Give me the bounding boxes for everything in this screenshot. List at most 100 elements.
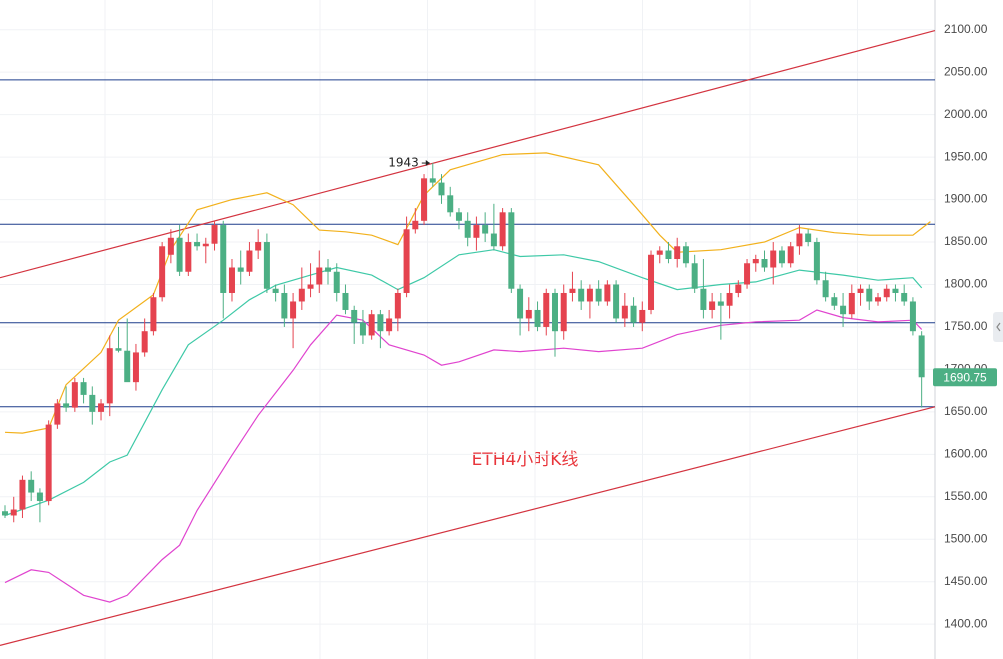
side-tab xyxy=(993,312,1003,342)
candle-body xyxy=(691,263,698,289)
candle-body xyxy=(464,220,471,238)
candle-body xyxy=(255,242,262,251)
y-tick-label: 1550.00 xyxy=(944,489,988,503)
candle-body xyxy=(281,292,288,319)
candle-body xyxy=(595,288,602,302)
candle-body xyxy=(822,280,829,298)
candle-body xyxy=(892,288,899,293)
indicator-line xyxy=(4,152,931,434)
candle-body xyxy=(578,288,585,302)
candle-body xyxy=(115,348,122,351)
candle-body xyxy=(325,267,332,272)
high-arrowhead xyxy=(425,160,430,167)
candle-body xyxy=(717,301,724,306)
candle-body xyxy=(543,292,550,327)
candle-body xyxy=(770,250,777,268)
candle-body xyxy=(726,292,733,306)
candle-body xyxy=(80,382,87,395)
candle-body xyxy=(613,284,620,319)
y-tick-label: 1400.00 xyxy=(944,616,988,630)
candle-body xyxy=(386,318,393,332)
candle-body xyxy=(98,403,105,412)
candle-body xyxy=(167,237,174,255)
candle-body xyxy=(490,233,497,247)
candle-body xyxy=(534,309,541,327)
candle-body xyxy=(735,284,742,293)
candle-body xyxy=(45,424,52,502)
y-tick-label: 1750.00 xyxy=(944,319,988,333)
candle-body xyxy=(778,250,785,264)
candle-body xyxy=(560,292,567,332)
candle-body xyxy=(569,288,576,293)
candle-body xyxy=(377,314,384,332)
candle-body xyxy=(744,263,751,285)
candle-body xyxy=(909,301,916,332)
y-tick-label: 2000.00 xyxy=(944,107,988,121)
y-tick-label: 1800.00 xyxy=(944,277,988,291)
candle-body xyxy=(220,225,227,293)
candle-body xyxy=(761,259,768,268)
candle-body xyxy=(272,288,279,293)
y-tick-label: 2100.00 xyxy=(944,22,988,36)
candle-body xyxy=(455,212,462,221)
y-tick-label: 1500.00 xyxy=(944,531,988,545)
candle-body xyxy=(648,254,655,310)
candle-body xyxy=(71,382,78,408)
indicator-line xyxy=(4,309,923,603)
candle-body xyxy=(246,250,253,272)
high-label: 1943 xyxy=(388,156,419,170)
candle-body xyxy=(342,292,349,310)
candle-body xyxy=(429,178,436,183)
candle-body xyxy=(866,288,873,302)
candle-body xyxy=(132,352,139,383)
chart-title: ETH4小时K线 xyxy=(472,450,579,470)
candle-body xyxy=(202,243,209,247)
candle-body xyxy=(639,309,646,323)
candle-body xyxy=(840,305,847,315)
candle-body xyxy=(28,479,35,493)
candle-body xyxy=(438,182,445,196)
candle-body xyxy=(185,242,192,272)
candle-body xyxy=(19,479,26,510)
side-tab-icon xyxy=(996,322,1001,332)
candle-body xyxy=(290,301,297,319)
candle-body xyxy=(36,492,43,502)
candle-body xyxy=(482,225,489,234)
price-tag xyxy=(933,368,997,387)
candle-body xyxy=(368,314,375,336)
candle-body xyxy=(63,403,70,408)
trend-line xyxy=(0,29,936,279)
candle-body xyxy=(307,284,314,289)
candle-body xyxy=(421,178,428,221)
candle-body xyxy=(263,242,270,289)
y-tick-label: 1650.00 xyxy=(944,404,988,418)
candle-body xyxy=(517,288,524,319)
y-tick-label: 1600.00 xyxy=(944,447,988,461)
y-tick-label: 1950.00 xyxy=(944,149,988,163)
candle-body xyxy=(813,242,820,281)
candle-body xyxy=(752,259,759,264)
candle-body xyxy=(124,350,131,383)
candle-body xyxy=(2,511,8,516)
candle-body xyxy=(150,297,157,332)
y-tick-label: 1450.00 xyxy=(944,574,988,588)
indicator-line xyxy=(4,249,923,517)
candle-body xyxy=(89,394,96,412)
candle-body xyxy=(228,267,235,293)
candle-body xyxy=(447,195,454,213)
candle-body xyxy=(394,292,401,319)
candle-body xyxy=(918,335,925,378)
trend-line xyxy=(0,406,936,646)
candle-body xyxy=(333,271,340,293)
candle-body xyxy=(630,305,637,323)
candle-body xyxy=(665,250,672,260)
candle-body xyxy=(403,229,410,293)
candle-body xyxy=(586,288,593,302)
candle-body xyxy=(525,309,532,319)
candle-body xyxy=(351,309,358,323)
candle-body xyxy=(176,237,183,272)
candle-body xyxy=(901,292,908,302)
candle-body xyxy=(875,297,881,302)
candle-body xyxy=(883,288,890,298)
